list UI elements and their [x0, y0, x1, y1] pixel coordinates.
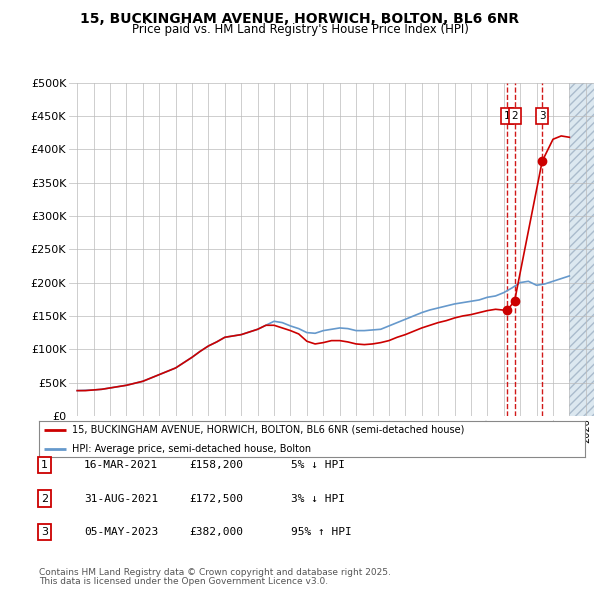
Text: 5% ↓ HPI: 5% ↓ HPI [291, 460, 345, 470]
Text: 16-MAR-2021: 16-MAR-2021 [84, 460, 158, 470]
Bar [569, 83, 594, 416]
Text: 3: 3 [539, 111, 545, 121]
Text: £382,000: £382,000 [189, 527, 243, 537]
Bar [569, 83, 594, 416]
Text: 1: 1 [504, 111, 511, 121]
Text: 15, BUCKINGHAM AVENUE, HORWICH, BOLTON, BL6 6NR (semi-detached house): 15, BUCKINGHAM AVENUE, HORWICH, BOLTON, … [72, 425, 464, 435]
Text: 95% ↑ HPI: 95% ↑ HPI [291, 527, 352, 537]
Text: 2: 2 [511, 111, 518, 121]
Text: £158,200: £158,200 [189, 460, 243, 470]
Text: This data is licensed under the Open Government Licence v3.0.: This data is licensed under the Open Gov… [39, 576, 328, 586]
Text: 1: 1 [41, 460, 48, 470]
Text: Price paid vs. HM Land Registry's House Price Index (HPI): Price paid vs. HM Land Registry's House … [131, 23, 469, 36]
Text: 31-AUG-2021: 31-AUG-2021 [84, 494, 158, 503]
Text: £172,500: £172,500 [189, 494, 243, 503]
Text: 3: 3 [41, 527, 48, 537]
Text: 2: 2 [41, 494, 48, 503]
Text: 15, BUCKINGHAM AVENUE, HORWICH, BOLTON, BL6 6NR: 15, BUCKINGHAM AVENUE, HORWICH, BOLTON, … [80, 12, 520, 26]
Text: Contains HM Land Registry data © Crown copyright and database right 2025.: Contains HM Land Registry data © Crown c… [39, 568, 391, 577]
Text: 05-MAY-2023: 05-MAY-2023 [84, 527, 158, 537]
Text: 3% ↓ HPI: 3% ↓ HPI [291, 494, 345, 503]
Text: HPI: Average price, semi-detached house, Bolton: HPI: Average price, semi-detached house,… [72, 444, 311, 454]
